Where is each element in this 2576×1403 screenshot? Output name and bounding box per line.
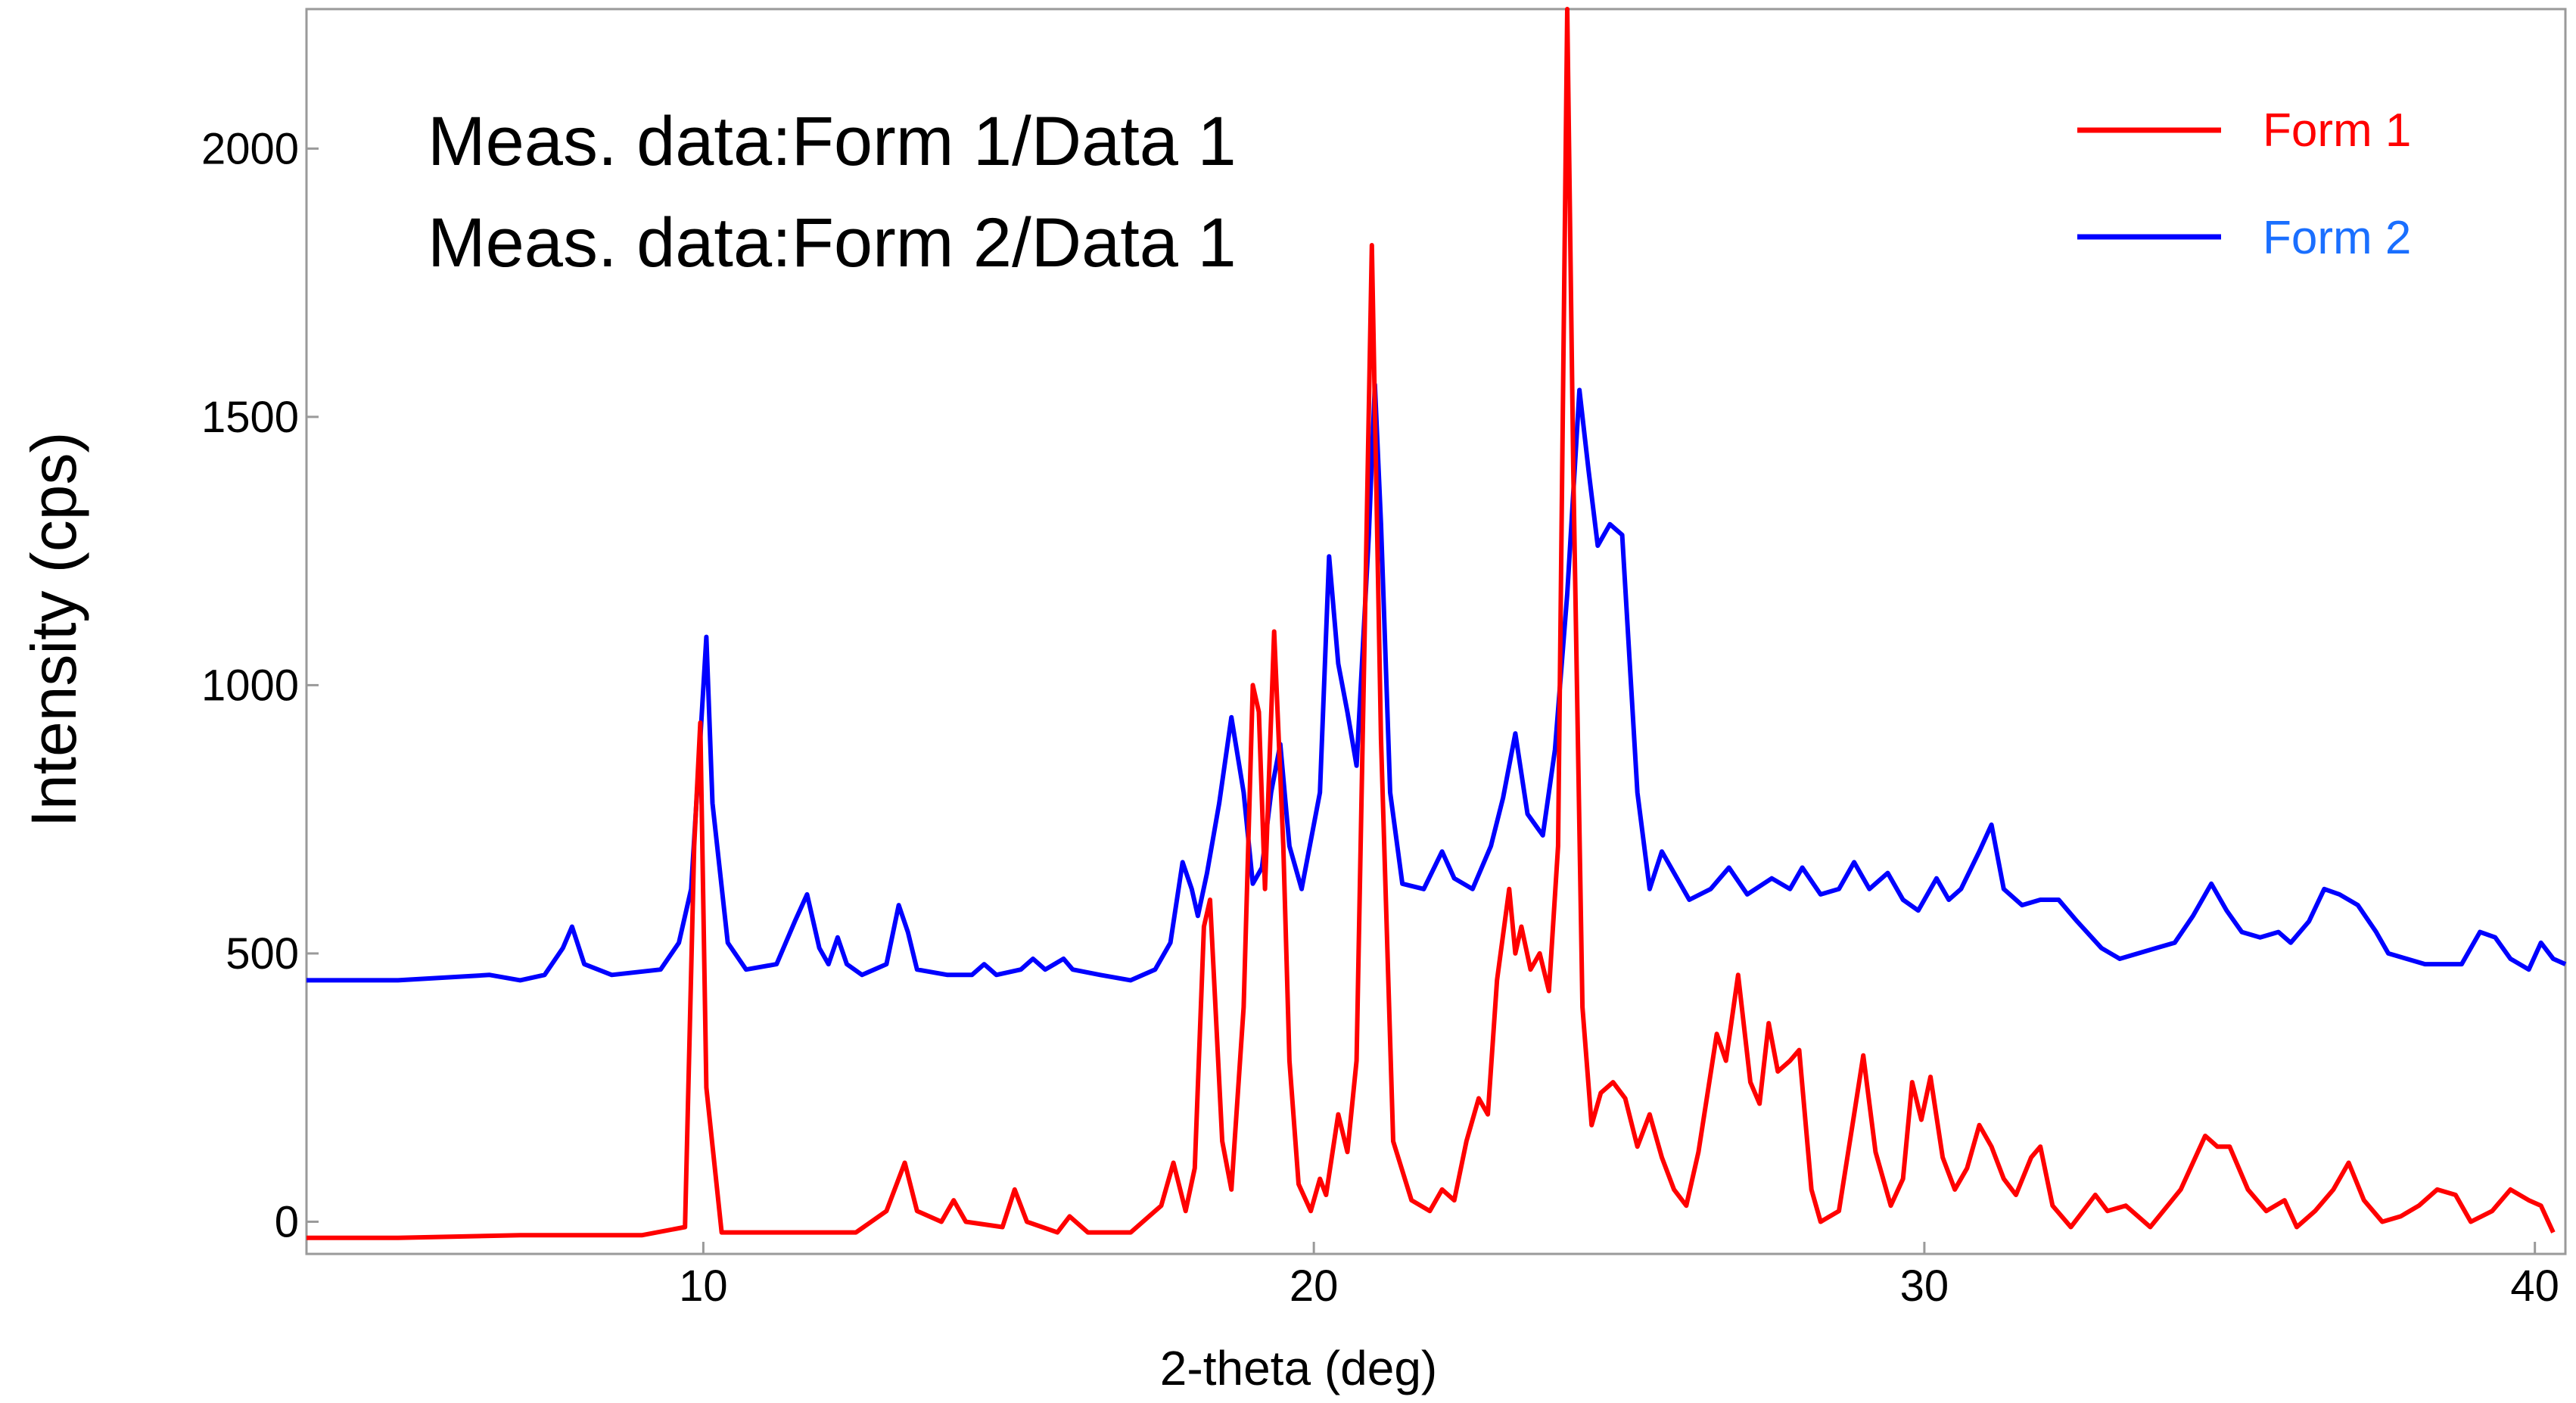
x-axis-label: 2-theta (deg): [1160, 1341, 1437, 1395]
y-tick-label: 1000: [201, 661, 299, 710]
y-tick-label: 2000: [201, 124, 299, 173]
plot-frame: [305, 8, 2567, 1255]
y-axis-ticks: 0 500 1000 1500 2000: [201, 124, 319, 1246]
x-tick-label: 10: [679, 1261, 728, 1311]
series-line-form-1: [306, 7, 2556, 1240]
annotation-2: Meas. data:Form 2/Data 1: [428, 204, 1237, 282]
x-tick-label: 20: [1290, 1261, 1339, 1311]
y-tick-label: 500: [226, 929, 299, 978]
y-tick-label: 1500: [201, 393, 299, 442]
y-axis-label: Intensity (cps): [18, 432, 89, 828]
x-tick-label: 30: [1900, 1261, 1949, 1311]
y-tick-label: 0: [275, 1197, 299, 1246]
series-layer: [306, 7, 2567, 1240]
legend-label-form-1: Form 1: [2263, 104, 2411, 157]
x-tick-label: 40: [2510, 1261, 2559, 1311]
x-axis-ticks: 10 20 30 40: [679, 1242, 2559, 1311]
legend: Form 1 Form 2: [2077, 104, 2411, 264]
annotation-1: Meas. data:Form 1/Data 1: [428, 103, 1237, 180]
series-line-form-2: [306, 382, 2567, 983]
legend-label-form-2: Form 2: [2263, 212, 2411, 264]
